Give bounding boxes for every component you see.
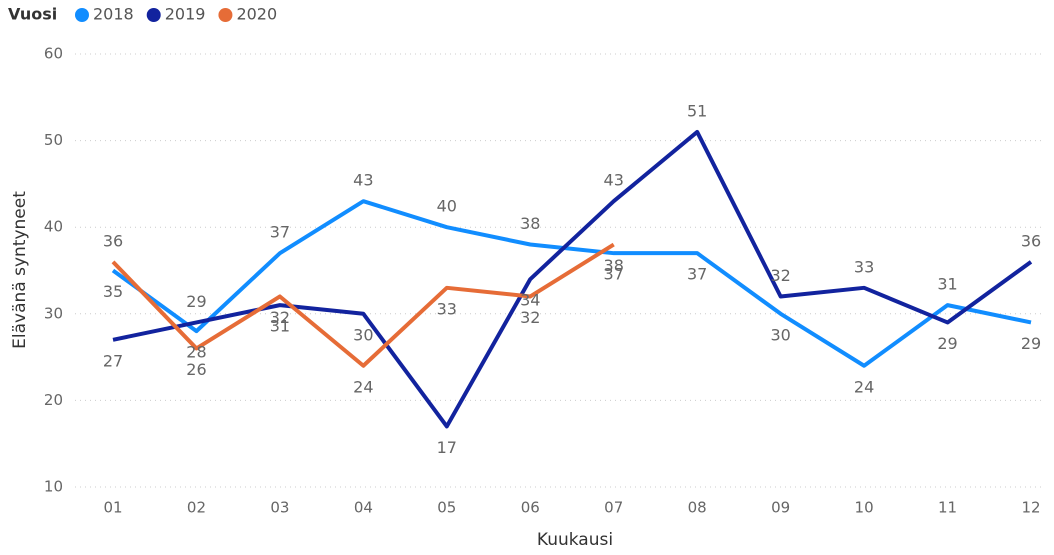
data-label: 37 [604,265,624,284]
data-label: 26 [186,360,206,379]
data-label: 24 [854,377,874,396]
data-label: 29 [186,292,206,311]
data-label: 36 [1021,231,1041,250]
data-label: 40 [437,197,457,216]
legend-marker [218,8,233,22]
line-series [111,199,1032,368]
x-tick-label: 04 [354,499,373,517]
y-axis-label: Elävänä syntyneet [10,191,30,349]
data-label: 33 [854,257,874,276]
data-label: 28 [186,343,206,362]
legend-label: 2019 [165,5,206,24]
data-label: 29 [1021,334,1041,353]
x-tick-label: 08 [688,499,707,517]
data-label: 37 [270,223,290,242]
y-tick-label: 10 [44,478,63,496]
data-label: 51 [687,101,707,120]
data-label: 35 [103,282,123,301]
x-tick-label: 09 [771,499,790,517]
legend-title: Vuosi [8,5,57,24]
y-tick-label: 40 [44,218,63,236]
x-tick-label: 06 [521,499,540,517]
data-label: 43 [353,171,373,190]
data-label: 32 [770,266,790,285]
x-tick-label: 05 [437,499,456,517]
y-tick-label: 20 [44,391,63,409]
data-label: 43 [604,171,624,190]
x-tick-label: 07 [604,499,623,517]
data-label: 29 [937,334,957,353]
data-label: 24 [353,377,373,396]
data-label: 34 [520,291,540,310]
data-label: 37 [687,265,707,284]
x-tick-label: 01 [103,499,122,517]
data-label: 31 [937,275,957,294]
x-tick-label: 11 [938,499,957,517]
data-label: 27 [103,351,123,370]
x-tick-label: 10 [855,499,874,517]
line-series [111,242,615,368]
data-label: 38 [520,214,540,233]
data-label: 30 [353,325,373,344]
data-label: 36 [103,231,123,250]
x-tick-label: 02 [187,499,206,517]
y-tick-label: 60 [44,45,63,63]
data-label: 32 [270,308,290,327]
x-tick-label: 03 [270,499,289,517]
legend-marker [75,8,89,22]
x-axis-label: Kuukausi [537,530,613,550]
legend-label: 2018 [93,5,134,24]
data-label: 30 [770,325,790,344]
y-tick-label: 30 [44,304,63,322]
x-tick-label: 12 [1021,499,1040,517]
data-label: 38 [604,256,624,275]
line-series [112,129,1033,429]
data-label: 33 [437,299,457,318]
data-label: 32 [520,308,540,327]
data-label: 17 [437,438,457,457]
data-label: 31 [270,317,290,336]
legend-label: 2020 [236,5,277,24]
y-tick-label: 50 [44,131,63,149]
legend-marker [146,8,161,22]
